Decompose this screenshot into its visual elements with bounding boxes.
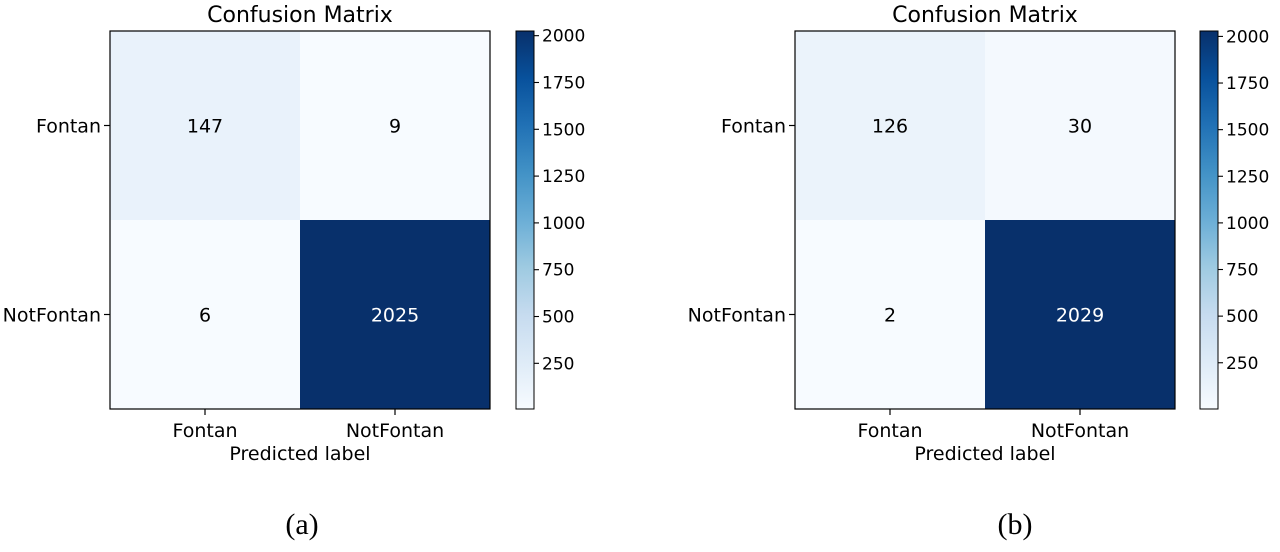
colorbar-tick-label: 2000 <box>542 27 585 47</box>
heatmap-cell <box>985 31 1175 220</box>
heatmap-cell <box>300 31 490 220</box>
heatmap-cell <box>110 31 300 220</box>
x-tick-label: NotFontan <box>346 420 444 442</box>
cell-value-label: 147 <box>187 116 223 138</box>
x-tick-label: Fontan <box>857 420 922 442</box>
cell-value-label: 2 <box>884 305 896 327</box>
colorbar-tick-label: 750 <box>1226 261 1258 281</box>
colorbar-tick-label: 250 <box>1226 354 1258 374</box>
x-axis-label: Predicted label <box>914 443 1055 465</box>
cell-value-label: 2029 <box>1056 305 1104 327</box>
heatmap-cell <box>110 220 300 409</box>
y-tick-label: NotFontan <box>3 305 101 327</box>
confusion-matrix-a: Confusion Matrix 147 9 6 2025 Fontan NotFontan… <box>3 3 586 465</box>
cell-value-label: 30 <box>1068 116 1092 138</box>
colorbar <box>515 30 535 410</box>
y-tick-label: Fontan <box>36 116 101 138</box>
colorbar-tick-label: 250 <box>542 354 574 374</box>
colorbar-tick-label: 1000 <box>1226 214 1269 234</box>
cell-value-label: 126 <box>872 116 908 138</box>
colorbar-tick-label: 1250 <box>542 167 585 187</box>
colorbar-tick-label: 2000 <box>1226 27 1269 47</box>
panel-caption-a: (a) <box>285 508 319 541</box>
colorbar-tick-label: 1250 <box>1226 167 1269 187</box>
colorbar <box>1199 30 1219 410</box>
y-tick-label: Fontan <box>721 116 786 138</box>
heatmap-cell <box>985 220 1175 409</box>
confusion-matrix-b: Confusion Matrix 126 30 2 2029 Fontan NotFonta… <box>688 3 1270 465</box>
plot-frame <box>109 30 491 410</box>
colorbar-tick-label: 1500 <box>542 120 585 140</box>
cell-value-label: 6 <box>199 305 211 327</box>
y-tick-label: NotFontan <box>688 305 786 327</box>
cell-value-label: 2025 <box>371 305 419 327</box>
x-tick-label: NotFontan <box>1031 420 1129 442</box>
x-axis-label: Predicted label <box>229 443 370 465</box>
x-tick-label: Fontan <box>172 420 237 442</box>
chart-title: Confusion Matrix <box>207 3 393 28</box>
colorbar-tick-label: 1750 <box>1226 74 1269 94</box>
cell-value-label: 9 <box>389 116 401 138</box>
colorbar-tick-label: 750 <box>542 261 574 281</box>
heatmap-cell <box>795 31 985 220</box>
colorbar-tick-label: 1750 <box>542 73 585 93</box>
colorbar-tick-label: 500 <box>1226 307 1258 327</box>
heatmap-cell <box>300 220 490 409</box>
chart-title: Confusion Matrix <box>892 3 1078 28</box>
plot-frame <box>794 30 1176 410</box>
colorbar-tick-label: 500 <box>542 308 574 328</box>
heatmap-cell <box>795 220 985 409</box>
colorbar-tick-label: 1500 <box>1226 121 1269 141</box>
panel-caption-b: (b) <box>997 508 1033 541</box>
colorbar-tick-label: 1000 <box>542 214 585 234</box>
